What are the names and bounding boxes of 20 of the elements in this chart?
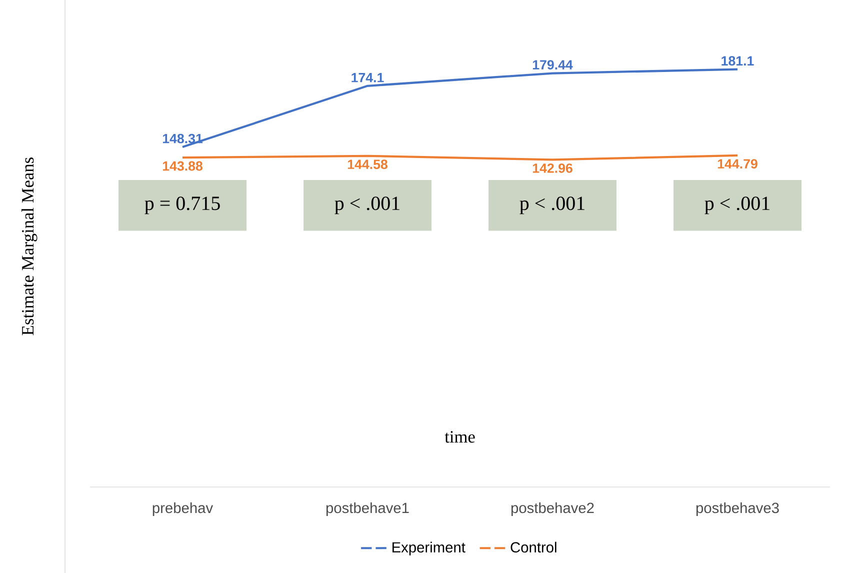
y-axis-title: Estimate Marginal Means <box>21 158 38 336</box>
x-axis-title: time <box>444 431 475 443</box>
x-tick-label: postbehave1 <box>326 502 409 516</box>
text: p < .001 <box>334 196 400 214</box>
data-label: 181.1 <box>722 56 754 66</box>
x-tick-label: postbehave2 <box>511 502 594 516</box>
data-label: 179.44 <box>532 60 573 70</box>
data-label: 144.79 <box>718 159 758 169</box>
text: p < .001 <box>520 196 584 214</box>
data-label: 174.1 <box>352 73 384 82</box>
text: p < .001 <box>704 196 770 214</box>
data-label: 142.96 <box>532 163 572 173</box>
data-label: 143.88 <box>162 161 202 171</box>
text: p = 0.715 <box>144 196 220 214</box>
x-tick-label: postbehave3 <box>696 502 779 516</box>
data-label: 148.31 <box>162 134 203 144</box>
x-tick-label: prebehav <box>152 502 214 516</box>
legend-label: Control <box>510 542 556 553</box>
legend-label: Experiment <box>392 542 466 556</box>
data-label: 144.58 <box>348 160 388 170</box>
